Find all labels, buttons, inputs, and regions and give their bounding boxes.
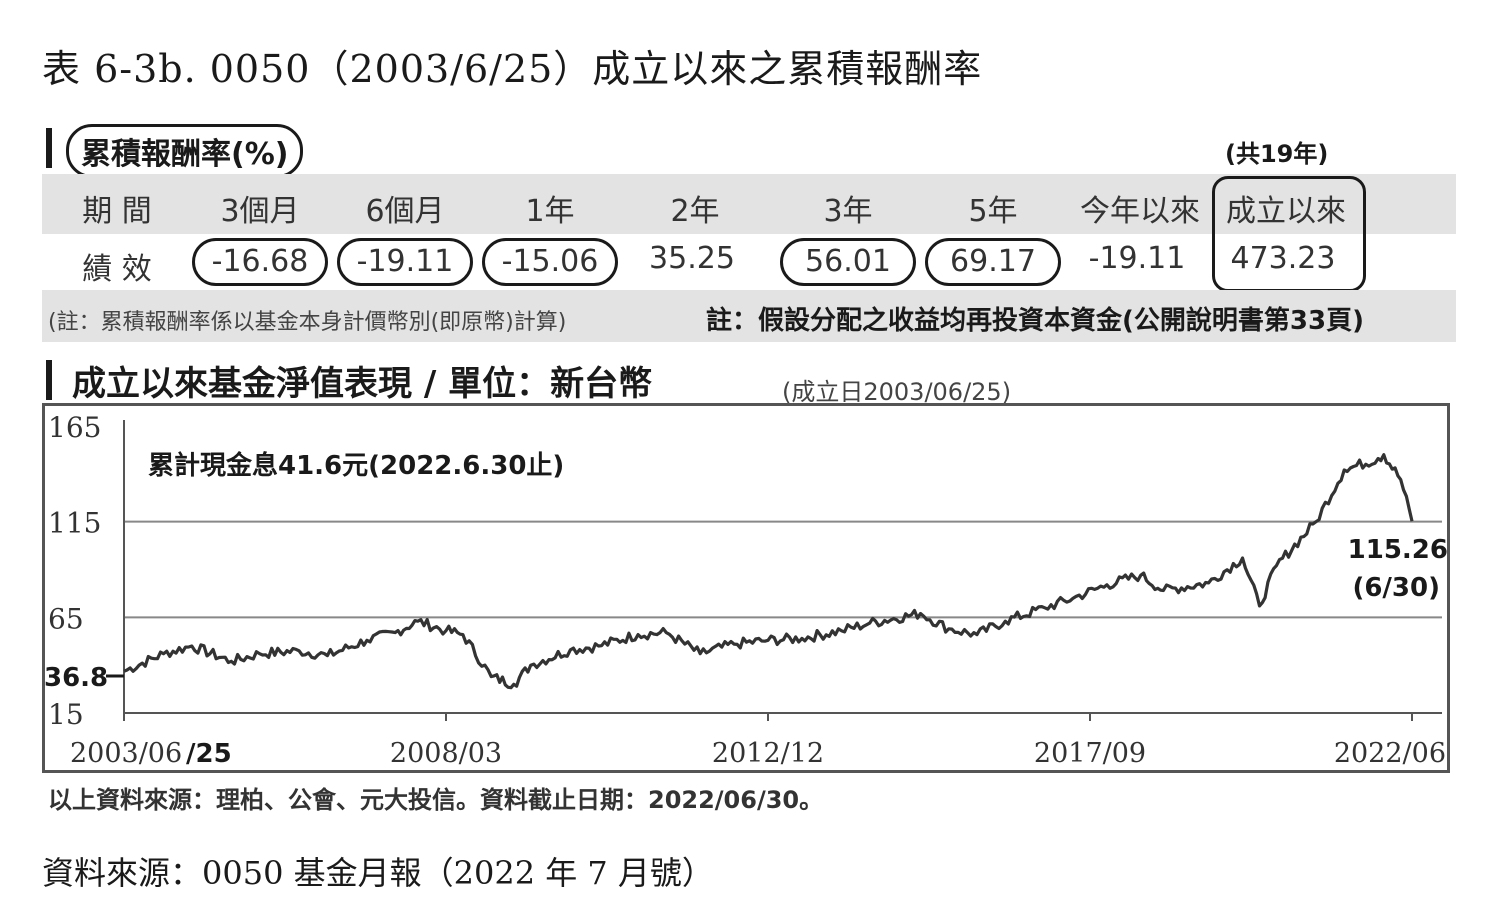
note-row [42,290,1456,342]
y-tick-label-165: 165 [48,411,101,444]
nav-section-title: 成立以來基金淨值表現 / 單位：新台幣 [72,364,653,404]
note-reinvest: 註：假設分配之收益均再投資本資金(公開說明書第33頁) [706,306,1364,336]
y-tick-label-115: 115 [48,507,101,540]
period-header-1: 6個月 [365,194,445,229]
page-title: 表 6-3b. 0050（2003/6/25）成立以來之累積報酬率 [42,47,983,91]
nav-line [123,453,1414,690]
performance-value-5: 69.17 [925,238,1061,286]
period-header-3: 2年 [670,194,720,229]
period-header-6: 今年以來 [1080,194,1200,229]
x-tick-label-1: 2008/03 [390,738,502,769]
period-header-7: 成立以來 [1226,194,1346,229]
x-tick-label-2: 2012/12 [712,738,824,769]
page-source: 資料來源：0050 基金月報（2022 年 7 月號） [42,854,714,892]
performance-value-4: 56.01 [780,238,916,286]
x-tick-label-3: 2017/09 [1034,738,1146,769]
performance-label: 績 效 [82,252,152,287]
nav-chart-frame [42,403,1450,773]
dividend-annotation: 累計現金息41.6元(2022.6.30止) [148,450,564,481]
chart-source-note: 以上資料來源：理柏、公會、元大投信。資料截止日期：2022/06/30。 [48,786,824,814]
performance-value-7: 473.23 [1230,241,1336,276]
x-tick-label-extra: /25 [186,739,232,769]
performance-value-2: -15.06 [482,238,618,286]
start-value-label: 36.8 [44,663,108,693]
section-bar [46,128,52,168]
performance-value-0: -16.68 [192,238,328,286]
end-value-label: 115.26 [1348,535,1448,565]
total-years-label: (共19年) [1225,140,1329,168]
end-date-label: (6/30) [1352,573,1440,603]
inception-date: (成立日2003/06/25) [782,378,1012,406]
performance-value-3: 35.25 [649,241,735,276]
note-currency: (註：累積報酬率係以基金本身計價幣別(即原幣)計算) [48,310,567,335]
y-tick-label-65: 65 [48,602,84,635]
y-tick-label-15: 15 [48,698,84,731]
x-tick-label-4: 2022/06 [1334,738,1446,769]
period-label: 期 間 [82,194,152,229]
x-tick-label-0: 2003/06 [70,738,182,769]
period-header-5: 5年 [968,194,1018,229]
performance-value-6: -19.11 [1088,241,1186,276]
performance-value-1: -19.11 [337,238,473,286]
section-bar [46,360,52,400]
period-header-0: 3個月 [220,194,300,229]
period-header-2: 1年 [525,194,575,229]
period-header-4: 3年 [823,194,873,229]
